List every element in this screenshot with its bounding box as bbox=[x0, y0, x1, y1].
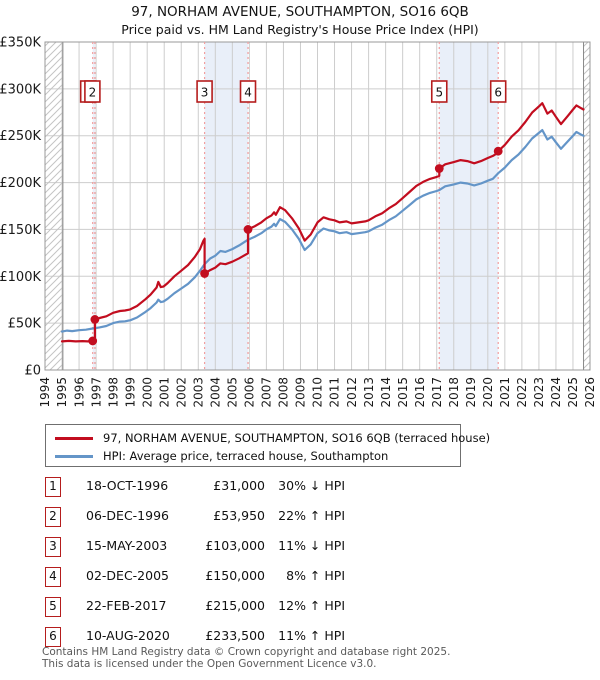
series-line-hpi bbox=[60, 129, 585, 333]
svg-text:2025: 2025 bbox=[566, 377, 580, 408]
transaction-price: £53,950 bbox=[213, 508, 265, 523]
svg-text:1996: 1996 bbox=[72, 377, 86, 408]
row-number-badge: 3 bbox=[45, 537, 61, 557]
svg-text:£350K: £350K bbox=[0, 36, 41, 51]
transaction-hpi-delta: 22% ↑ HPI bbox=[278, 508, 345, 523]
svg-text:2005: 2005 bbox=[226, 377, 240, 408]
transaction-date: 18-OCT-1996 bbox=[86, 478, 169, 493]
svg-text:2002: 2002 bbox=[174, 377, 188, 408]
table-row: 1 18-OCT-1996 £31,000 30% ↓ HPI bbox=[0, 477, 600, 497]
page-title: 97, NORHAM AVENUE, SOUTHAMPTON, SO16 6QB bbox=[131, 4, 469, 20]
svg-text:£150K: £150K bbox=[0, 223, 41, 238]
sale-markers bbox=[88, 146, 503, 346]
table-row: 5 22-FEB-2017 £215,000 12% ↑ HPI bbox=[0, 597, 600, 617]
transaction-hpi-delta: 30% ↓ HPI bbox=[278, 478, 345, 493]
svg-text:2023: 2023 bbox=[532, 377, 546, 408]
transaction-date: 15-MAY-2003 bbox=[86, 538, 168, 553]
transaction-hpi-delta: 12% ↑ HPI bbox=[278, 598, 345, 613]
footer-line-1: Contains HM Land Registry data © Crown c… bbox=[42, 646, 451, 658]
svg-text:2012: 2012 bbox=[345, 377, 359, 408]
svg-text:£0: £0 bbox=[24, 364, 41, 379]
table-row: 3 15-MAY-2003 £103,000 11% ↓ HPI bbox=[0, 537, 600, 557]
transaction-hpi-delta: 11% ↓ HPI bbox=[278, 538, 345, 553]
footer-line-2: This data is licensed under the Open Gov… bbox=[42, 657, 377, 670]
x-axis-labels: 1994 1995 1996 1997 1998 1999 2000 2001 2002 2003… bbox=[38, 377, 597, 408]
svg-text:2015: 2015 bbox=[396, 377, 410, 408]
svg-text:£100K: £100K bbox=[0, 270, 41, 285]
svg-text:3: 3 bbox=[201, 86, 209, 100]
page-subtitle: Price paid vs. HM Land Registry's House … bbox=[121, 22, 479, 37]
svg-text:2018: 2018 bbox=[447, 377, 461, 408]
svg-text:2016: 2016 bbox=[413, 377, 427, 408]
svg-text:5: 5 bbox=[435, 86, 443, 100]
no-data-hatch bbox=[45, 42, 590, 370]
svg-text:2001: 2001 bbox=[157, 377, 171, 408]
svg-text:1994: 1994 bbox=[38, 377, 52, 408]
row-number-badge: 4 bbox=[45, 567, 61, 587]
svg-text:2019: 2019 bbox=[464, 377, 478, 408]
svg-text:2014: 2014 bbox=[379, 377, 393, 408]
table-row: 4 02-DEC-2005 £150,000 8% ↑ HPI bbox=[0, 567, 600, 587]
svg-text:1997: 1997 bbox=[89, 377, 103, 408]
svg-text:1999: 1999 bbox=[123, 377, 137, 408]
svg-text:2026: 2026 bbox=[583, 377, 597, 408]
svg-text:2003: 2003 bbox=[191, 377, 205, 408]
transaction-date: 10-AUG-2020 bbox=[86, 628, 170, 643]
plot-border bbox=[44, 41, 591, 371]
svg-text:2007: 2007 bbox=[260, 377, 274, 408]
svg-text:2024: 2024 bbox=[549, 377, 563, 408]
row-number-badge: 6 bbox=[45, 627, 61, 647]
svg-text:4: 4 bbox=[244, 86, 252, 100]
svg-text:2013: 2013 bbox=[362, 377, 376, 408]
row-number-badge: 2 bbox=[45, 507, 61, 527]
transaction-price: £215,000 bbox=[205, 598, 265, 613]
legend-label-hpi: HPI: Average price, terraced house, Sout… bbox=[103, 449, 389, 463]
transaction-hpi-delta: 8% ↑ HPI bbox=[286, 568, 345, 583]
svg-text:2021: 2021 bbox=[498, 377, 512, 408]
svg-text:2000: 2000 bbox=[140, 377, 154, 408]
table-row: 2 06-DEC-1996 £53,950 22% ↑ HPI bbox=[0, 507, 600, 527]
svg-text:2009: 2009 bbox=[294, 377, 308, 408]
transaction-price: £150,000 bbox=[205, 568, 265, 583]
license-footer: Contains HM Land Registry data © Crown c… bbox=[42, 646, 451, 670]
y-axis-labels: £0 £50K £100K £150K £200K £250K £300K £350K bbox=[0, 36, 41, 379]
transaction-price: £31,000 bbox=[213, 478, 265, 493]
ownership-bands bbox=[92, 42, 499, 370]
legend-item-property: 97, NORHAM AVENUE, SOUTHAMPTON, SO16 6QB… bbox=[46, 429, 490, 447]
row-number-badge: 5 bbox=[45, 597, 61, 617]
transaction-date: 02-DEC-2005 bbox=[86, 568, 169, 583]
svg-text:1995: 1995 bbox=[55, 377, 69, 408]
transaction-date: 06-DEC-1996 bbox=[86, 508, 169, 523]
transaction-price: £103,000 bbox=[205, 538, 265, 553]
transaction-hpi-delta: 11% ↑ HPI bbox=[278, 628, 345, 643]
svg-text:£50K: £50K bbox=[8, 317, 42, 332]
svg-text:2: 2 bbox=[89, 86, 97, 100]
table-row: 6 10-AUG-2020 £233,500 11% ↑ HPI bbox=[0, 627, 600, 647]
transaction-price: £233,500 bbox=[205, 628, 265, 643]
transaction-number-badges: 123456 bbox=[79, 80, 507, 103]
legend-label-property: 97, NORHAM AVENUE, SOUTHAMPTON, SO16 6QB… bbox=[103, 431, 491, 445]
chart-legend: 97, NORHAM AVENUE, SOUTHAMPTON, SO16 6QB… bbox=[45, 424, 490, 467]
legend-item-hpi: HPI: Average price, terraced house, Sout… bbox=[46, 447, 460, 465]
svg-text:2008: 2008 bbox=[277, 377, 291, 408]
svg-text:6: 6 bbox=[494, 86, 502, 100]
hpi-line-swatch bbox=[55, 454, 93, 458]
svg-text:2017: 2017 bbox=[430, 377, 444, 408]
svg-text:2020: 2020 bbox=[481, 377, 495, 408]
svg-text:2006: 2006 bbox=[243, 377, 257, 408]
row-number-badge: 1 bbox=[45, 477, 61, 497]
price-chart: 123456£0£50K£100K£150K£200K£250K£300K£35… bbox=[0, 36, 597, 408]
svg-text:2004: 2004 bbox=[209, 377, 223, 408]
property-line-swatch bbox=[55, 436, 93, 440]
svg-text:£200K: £200K bbox=[0, 176, 41, 191]
svg-text:1998: 1998 bbox=[106, 377, 120, 408]
transaction-date: 22-FEB-2017 bbox=[86, 598, 167, 613]
svg-text:2022: 2022 bbox=[515, 377, 529, 408]
svg-text:£300K: £300K bbox=[0, 82, 41, 97]
svg-text:2011: 2011 bbox=[328, 377, 342, 408]
svg-text:£250K: £250K bbox=[0, 129, 41, 144]
svg-text:2010: 2010 bbox=[311, 377, 325, 408]
